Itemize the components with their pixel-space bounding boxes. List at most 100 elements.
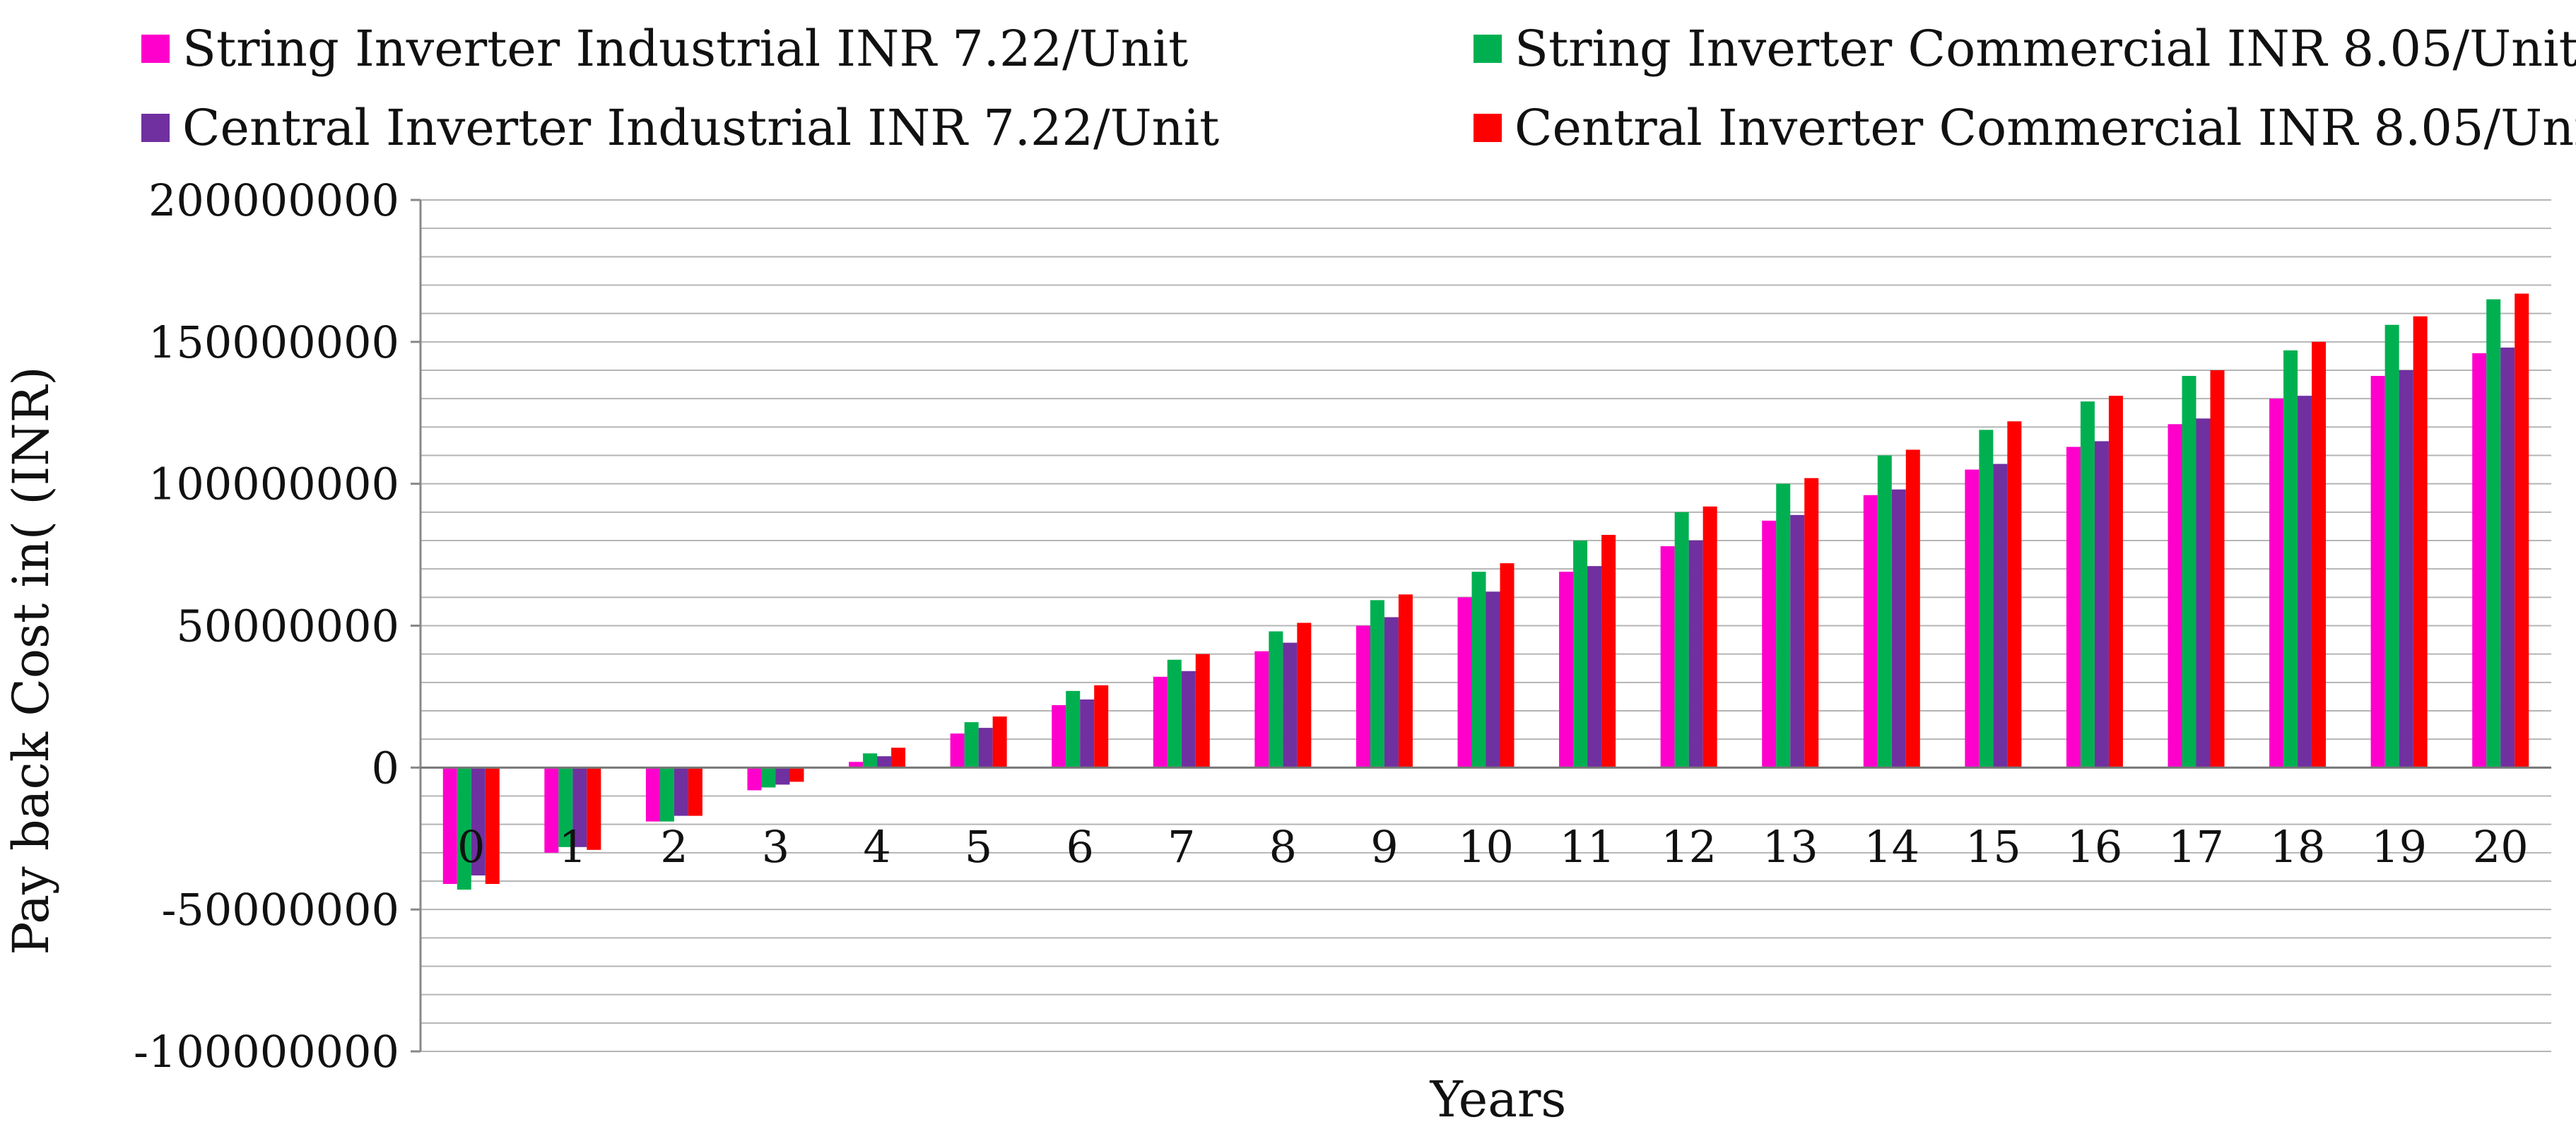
y-tick-label: -100000000 [134,1026,399,1078]
x-tick-label: 18 [2270,821,2326,873]
bar [1965,469,1980,768]
bar [1688,541,1703,768]
bar [457,767,471,890]
bar [1486,591,1500,768]
x-axis-title: Years [1430,1070,1567,1127]
bar [1181,671,1196,768]
bar [1167,659,1182,768]
y-axis-title: Pay back Cost in( (INR) [2,366,60,955]
x-tick-label: 1 [559,821,587,873]
bar [2413,316,2428,768]
bar [659,767,674,822]
x-tick-label: 19 [2371,821,2427,873]
bar [992,716,1007,768]
bar [2108,396,2123,768]
x-tick-label: 13 [1763,821,1818,873]
bar [674,767,688,816]
bar [485,767,500,885]
bar [587,767,601,850]
bar [1297,622,1312,768]
x-tick-label: 8 [1269,821,1297,873]
x-tick-label: 17 [2168,821,2224,873]
x-tick-label: 7 [1168,821,1195,873]
x-tick-label: 12 [1661,821,1717,873]
bar [2283,350,2298,768]
y-tick-label: 150000000 [148,317,399,368]
bar [1674,512,1689,768]
bar [572,767,587,847]
bar [1776,483,1791,768]
bar [1457,597,1472,768]
bar [2080,401,2095,768]
x-tick-label: 14 [1864,821,1919,873]
bar [1094,685,1109,768]
bar [471,767,486,875]
y-tick-label: 100000000 [148,459,399,510]
bar [1370,600,1384,768]
bar [2486,299,2501,768]
bar [2399,370,2413,768]
bar [1559,572,1574,768]
bar [2196,418,2211,768]
bar [1052,704,1066,768]
x-tick-label: 3 [762,821,789,873]
bar [2384,324,2399,768]
x-tick-label: 16 [2066,821,2122,873]
bar [1269,631,1283,768]
legend-item-string-commercial: String Inverter Commercial INR 8.05/Unit [1474,20,2576,78]
bar [442,767,457,885]
bar [747,767,762,791]
bar [1587,566,1602,768]
bar [1195,654,1210,768]
x-tick-label: 9 [1370,821,1398,873]
bar [1398,594,1413,768]
x-tick-labels: 0 1 2 3 4 5 6 7 8 9 10 11 12 13 14 15 16 17 18 19 20 [457,821,2529,873]
legend-label-central-commercial: Central Inverter Commercial INR 8.05/Uni… [1515,99,2576,157]
legend-label-central-industrial: Central Inverter Industrial INR 7.22/Uni… [182,99,1220,157]
x-tick-label: 5 [965,821,992,873]
bar [1804,478,1819,768]
bar [775,767,790,785]
bar [2007,421,2022,768]
bar [761,767,776,788]
bar [1471,572,1486,768]
y-tick-label: 50000000 [176,601,399,652]
legend-label-string-commercial: String Inverter Commercial INR 8.05/Unit [1515,20,2576,78]
bar [2182,376,2196,768]
bar [1762,520,1777,768]
bar [2298,396,2312,768]
y-tick-labels: 200000000 150000000 100000000 50000000 0 -500… [134,175,399,1078]
bar [2168,424,2182,768]
x-tick-label: 15 [1965,821,2021,873]
bar [1979,430,1994,768]
bar [2500,347,2515,768]
bar [1153,676,1168,768]
bar [1660,546,1675,768]
bar [1573,541,1588,768]
bar [1877,455,1892,768]
x-tick-label: 10 [1458,821,1514,873]
axes [411,199,2551,1053]
legend-swatch-string-industrial [141,35,170,63]
bar [1384,617,1399,768]
bar [1066,690,1081,768]
legend-item-central-industrial: Central Inverter Industrial INR 7.22/Uni… [141,99,1219,157]
bar [789,767,804,782]
bar [863,753,878,768]
bar [688,767,702,816]
legend-item-central-commercial: Central Inverter Commercial INR 8.05/Uni… [1474,99,2576,157]
legend-swatch-central-commercial [1474,114,1502,142]
y-tick-label: 0 [372,742,399,793]
bar [2312,341,2327,768]
legend-swatch-string-commercial [1474,35,1502,63]
legend-item-string-industrial: String Inverter Industrial INR 7.22/Unit [141,20,1188,78]
bar [2094,441,2109,768]
bar [1080,699,1095,768]
legend-swatch-central-industrial [141,114,170,142]
x-tick-label: 2 [660,821,688,873]
bar [645,767,660,822]
x-tick-label: 0 [457,821,485,873]
bar [877,756,892,768]
bar [2370,376,2385,768]
bar [2210,370,2225,768]
